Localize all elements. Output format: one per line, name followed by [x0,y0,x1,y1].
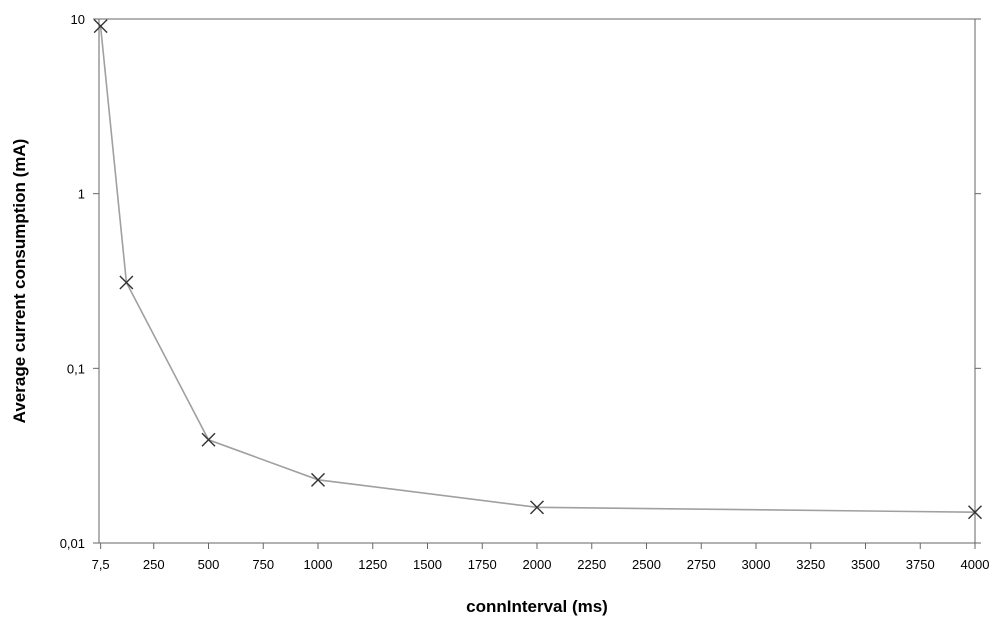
x-tick-label: 500 [198,557,220,572]
plot-frame [98,18,976,544]
series-line [99,26,976,513]
x-tick-label: 3250 [796,557,825,572]
x-axis-ticks: 7,5 250 500 750 1000 1250 1500 1750 2000 2250 2500… [92,543,990,572]
x-tick-label: 7,5 [92,557,110,572]
x-tick-label: 1750 [468,557,497,572]
x-tick-label: 3500 [851,557,880,572]
y-tick-label: 0,1 [67,361,85,376]
data-point-marker [530,500,544,515]
y-tick-label: 10 [71,12,85,27]
data-point-marker [201,432,216,447]
x-tick-label: 1250 [358,557,387,572]
x-tick-label: 2000 [523,557,552,572]
x-tick-label: 1000 [304,557,333,572]
x-tick-label: 1500 [413,557,442,572]
x-tick-label: 3000 [742,557,771,572]
x-axis-title: connInterval (ms) [466,597,608,616]
y-axis-title: Average current consumption (mA) [10,139,29,424]
x-tick-label: 2500 [632,557,661,572]
data-point-marker [311,472,325,487]
series-layer [93,19,982,520]
y-axis-ticks: 0,01 0,1 1 10 [60,12,981,551]
y-tick-label: 1 [78,187,85,202]
x-tick-label: 250 [143,557,165,572]
x-tick-label: 2250 [577,557,606,572]
data-point-marker [93,19,108,34]
x-tick-label: 3750 [906,557,935,572]
data-point-marker [119,275,134,290]
data-point-marker [968,505,982,520]
x-tick-label: 4000 [961,557,990,572]
y-tick-label: 0,01 [60,536,85,551]
x-tick-label: 2750 [687,557,716,572]
x-tick-label: 750 [252,557,274,572]
